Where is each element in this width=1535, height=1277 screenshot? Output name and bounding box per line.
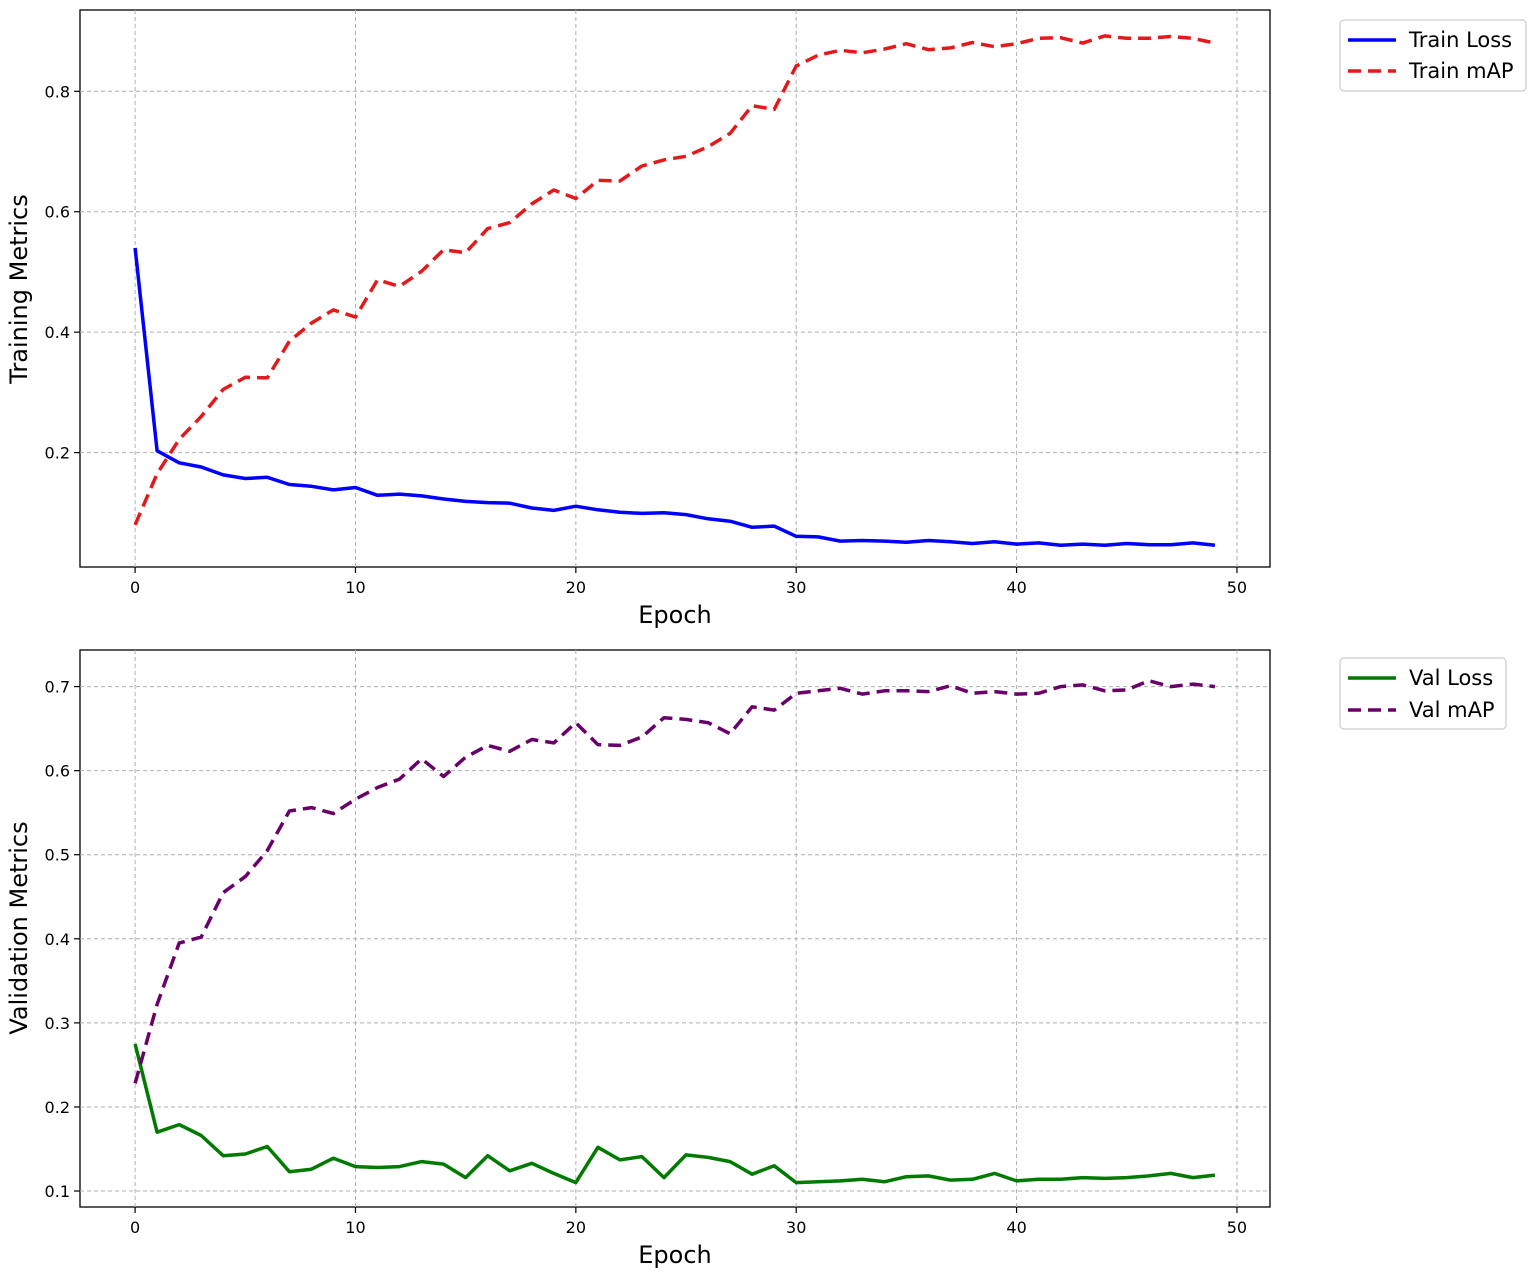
training-ticks: 0 10 20 30 40 50 0.2 0.4 0.6 0.8 bbox=[45, 82, 1248, 597]
training-y-tick-label-0-8: 0.8 bbox=[45, 82, 70, 101]
validation-y-axis-label: Validation Metrics bbox=[5, 821, 33, 1034]
training-y-tick-label-0-4: 0.4 bbox=[45, 323, 70, 342]
validation-y-tick-label-0-2: 0.2 bbox=[45, 1098, 70, 1117]
validation-x-tick-label-10: 10 bbox=[345, 1218, 365, 1237]
validation-legend-label-val-loss: Val Loss bbox=[1409, 666, 1493, 690]
validation-y-tick-label-0-6: 0.6 bbox=[45, 762, 70, 781]
validation-plot-area bbox=[79, 649, 1271, 1208]
training-x-tick-label-10: 10 bbox=[345, 578, 365, 597]
training-x-axis-label: Epoch bbox=[638, 601, 712, 629]
training-y-tick-label-0-2: 0.2 bbox=[45, 444, 70, 463]
validation-ticks: 0 10 20 30 40 50 0.1 0.2 0.3 0.4 0.5 0.6 0.7 bbox=[45, 678, 1248, 1237]
training-legend-label-train-map: Train mAP bbox=[1408, 59, 1514, 83]
validation-lines bbox=[133, 678, 1216, 1185]
training-legend-label-train-loss: Train Loss bbox=[1408, 28, 1512, 52]
training-line-train-loss bbox=[133, 247, 1216, 548]
validation-y-tick-label-0-4: 0.4 bbox=[45, 930, 70, 949]
training-legend: Train Loss Train mAP bbox=[1339, 19, 1527, 92]
validation-y-tick-label-0-7: 0.7 bbox=[45, 678, 70, 697]
validation-x-tick-label-0: 0 bbox=[130, 1218, 140, 1237]
validation-x-tick-label-30: 30 bbox=[786, 1218, 806, 1237]
training-x-tick-label-20: 20 bbox=[566, 578, 586, 597]
validation-x-axis-label: Epoch bbox=[638, 1241, 712, 1269]
training-panel: 0 10 20 30 40 50 0.2 0.4 0.6 0.8 Epoch Training M… bbox=[5, 9, 1527, 629]
training-x-tick-label-50: 50 bbox=[1227, 578, 1247, 597]
training-y-axis-label: Training Metrics bbox=[5, 194, 33, 384]
validation-line-val-loss bbox=[133, 1043, 1216, 1185]
validation-legend-box bbox=[1339, 657, 1507, 730]
validation-legend-label-val-map: Val mAP bbox=[1409, 698, 1495, 722]
training-x-tick-label-40: 40 bbox=[1006, 578, 1026, 597]
training-plot-area bbox=[79, 9, 1271, 568]
training-grid bbox=[80, 10, 1270, 567]
training-lines bbox=[133, 34, 1216, 548]
validation-y-tick-label-0-5: 0.5 bbox=[45, 846, 70, 865]
training-legend-box bbox=[1339, 19, 1527, 92]
validation-y-tick-label-0-3: 0.3 bbox=[45, 1014, 70, 1033]
validation-grid bbox=[80, 650, 1270, 1207]
training-x-tick-label-30: 30 bbox=[786, 578, 806, 597]
validation-x-tick-label-40: 40 bbox=[1006, 1218, 1026, 1237]
training-y-tick-label-0-6: 0.6 bbox=[45, 203, 70, 222]
validation-x-tick-label-20: 20 bbox=[566, 1218, 586, 1237]
validation-x-tick-label-50: 50 bbox=[1227, 1218, 1247, 1237]
training-line-train-map bbox=[133, 34, 1216, 526]
validation-panel: 0 10 20 30 40 50 0.1 0.2 0.3 0.4 0.5 0.6 0.7 Epoch V… bbox=[5, 649, 1507, 1269]
validation-y-tick-label-0-1: 0.1 bbox=[45, 1182, 70, 1201]
validation-line-val-map bbox=[133, 678, 1216, 1084]
validation-legend: Val Loss Val mAP bbox=[1339, 657, 1507, 730]
training-x-tick-label-0: 0 bbox=[130, 578, 140, 597]
